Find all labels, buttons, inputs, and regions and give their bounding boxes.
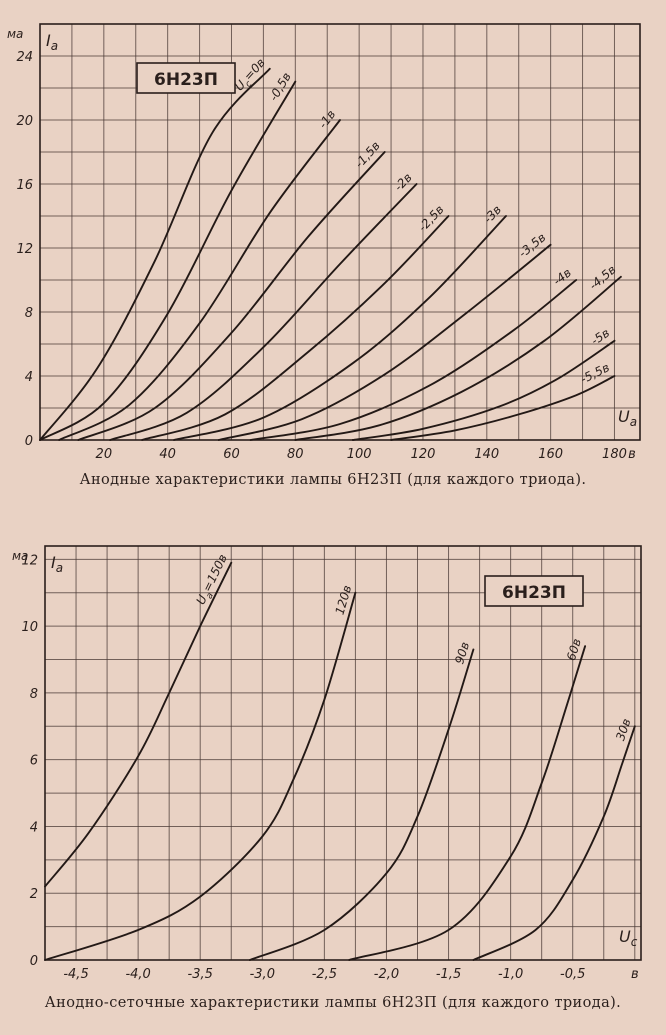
tube-label: 6Н23П: [154, 70, 218, 90]
y-tick-label: 8: [30, 687, 38, 702]
curve-9: [249, 279, 578, 441]
x-tick-label: 100: [347, 447, 372, 462]
curve-label-3: 90в: [452, 640, 472, 665]
x-tick-label: -3,5: [188, 967, 213, 982]
x-tick-label: -2,0: [374, 967, 399, 982]
curve-label-4: 60в: [564, 637, 584, 662]
x-tick-label: -2,5: [312, 967, 337, 982]
curve-label-8: -3,5в: [516, 230, 549, 260]
y-tick-label: 4: [25, 370, 33, 385]
x-tick-label: 120: [411, 447, 436, 462]
curve-label-1: Uа=150в: [193, 552, 233, 609]
curve-10: [294, 275, 622, 441]
x-tick-label: 160: [538, 447, 563, 462]
x-tick-label: 60: [223, 447, 240, 462]
y-tick-label: 0: [25, 434, 33, 449]
x-tick-label: 140: [474, 447, 499, 462]
curve-2: [44, 591, 357, 961]
tube-label: 6Н23П: [502, 583, 566, 603]
curve-6: [141, 215, 450, 441]
x-tick-label: -1,5: [436, 967, 461, 982]
plot-frame: [39, 23, 641, 441]
x-tick-label: 20: [96, 447, 113, 462]
curve-8: [217, 243, 552, 441]
curve-1: [44, 561, 233, 888]
y-axis-unit: ма: [7, 27, 23, 41]
x-axis-label: Uc: [619, 927, 638, 949]
tube-label-box: [136, 62, 236, 94]
y-tick-label: 2: [30, 887, 38, 902]
y-tick-label: 12: [21, 553, 38, 568]
curve-label-5: 30в: [613, 717, 633, 743]
curve-3: [58, 119, 341, 441]
y-tick-label: 24: [16, 50, 33, 65]
plot-frame: [44, 545, 642, 961]
curve-5: [472, 725, 636, 961]
curve-5: [109, 183, 418, 441]
x-axis-unit: в: [628, 447, 636, 462]
y-axis-label: Iа: [51, 553, 63, 575]
anode-characteristics-chart: 20 40 60 80 100 120 140 160 180 0 4 8 12 16 20 24 ма Iа Uа…: [7, 23, 641, 462]
grid: [39, 23, 640, 441]
x-tick-label: -4,5: [63, 967, 88, 982]
curve-label-10: -4,5в: [586, 262, 618, 292]
y-tick-label: 4: [30, 820, 38, 835]
curve-label-1: Uc=0в: [232, 55, 271, 96]
y-tick-label: 10: [21, 620, 38, 635]
y-tick-label: 16: [16, 178, 33, 193]
curve-4: [77, 151, 386, 441]
y-tick-label: 6: [30, 754, 38, 769]
x-tick-label: -0,5: [560, 967, 585, 982]
y-tick-label: 12: [16, 242, 33, 257]
curve-1: [39, 67, 271, 441]
curve-12: [390, 375, 616, 441]
y-tick-label: 8: [25, 306, 33, 321]
curve-4: [348, 645, 587, 961]
curve-label-2: -0,5в: [266, 70, 294, 103]
tube-label-box: [484, 575, 584, 607]
x-tick-label: 40: [159, 447, 176, 462]
curve-2: [39, 80, 297, 441]
x-tick-label: 80: [287, 447, 304, 462]
x-axis-label: Uа: [618, 407, 637, 429]
curve-label-12: -5,5в: [578, 360, 612, 386]
curve-3: [248, 648, 475, 961]
chart1-caption: Анодные характеристики лампы 6Н23П (для …: [79, 472, 587, 488]
x-tick-label: -4,0: [125, 967, 150, 982]
x-tick-label: 180: [602, 447, 627, 462]
y-tick-label: 0: [30, 954, 38, 969]
x-tick-label: -3,0: [250, 967, 275, 982]
y-axis-label: Iа: [46, 31, 58, 53]
curve-label-4: -1,5в: [352, 139, 383, 171]
x-tick-label: в: [631, 967, 639, 982]
y-tick-label: 20: [16, 114, 33, 129]
chart2-caption: Анодно-сеточные характеристики лампы 6Н2…: [44, 995, 622, 1011]
curve-label-6: -2,5в: [416, 202, 447, 234]
grid-characteristics-chart: -4,5 -4,0 -3,5 -3,0 -2,5 -2,0 -1,5 -1,0 -0,5 в 0 2 4…: [12, 545, 642, 982]
y-axis-unit: ма: [12, 549, 28, 563]
curve-7: [173, 215, 507, 441]
x-tick-label: -1,0: [498, 967, 523, 982]
curve-11: [351, 339, 616, 441]
